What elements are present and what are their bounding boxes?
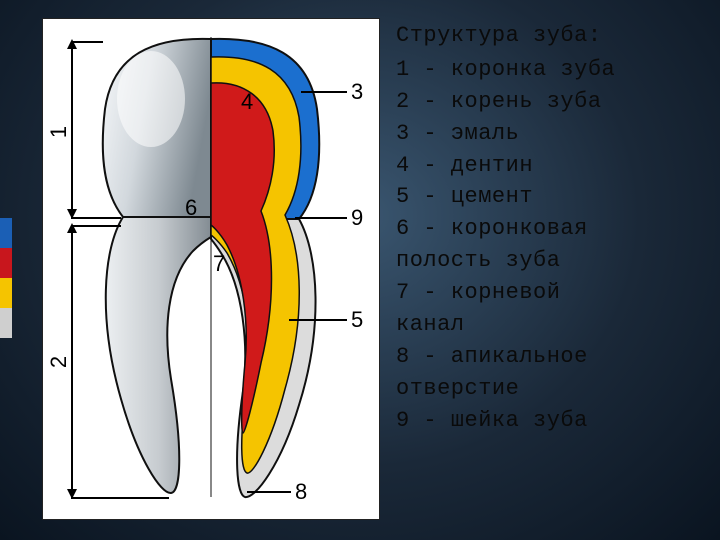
legend-item: 7 - корневой bbox=[396, 277, 706, 309]
leader-5 bbox=[289, 319, 347, 321]
legend-item: канал bbox=[396, 309, 706, 341]
label-2: 2 bbox=[46, 356, 72, 368]
leader-9 bbox=[295, 217, 347, 219]
legend: Структура зуба: 1 - коронка зуба 2 - кор… bbox=[396, 20, 706, 437]
label-9: 9 bbox=[351, 205, 363, 231]
legend-item: 3 - эмаль bbox=[396, 118, 706, 150]
leader-3 bbox=[301, 91, 347, 93]
label-8: 8 bbox=[295, 479, 307, 505]
label-3: 3 bbox=[351, 79, 363, 105]
tooth-svg bbox=[43, 19, 379, 519]
label-5: 5 bbox=[351, 307, 363, 333]
legend-title: Структура зуба: bbox=[396, 20, 706, 52]
chip-blue bbox=[0, 218, 12, 248]
legend-item: полость зуба bbox=[396, 245, 706, 277]
chip-grey bbox=[0, 308, 12, 338]
legend-item: 5 - цемент bbox=[396, 181, 706, 213]
label-7: 7 bbox=[213, 251, 225, 277]
chip-red bbox=[0, 248, 12, 278]
side-color-chips bbox=[0, 218, 12, 338]
legend-item: отверстие bbox=[396, 373, 706, 405]
legend-item: 2 - корень зуба bbox=[396, 86, 706, 118]
label-4: 4 bbox=[241, 89, 253, 115]
chip-yellow bbox=[0, 278, 12, 308]
legend-item: 9 - шейка зуба bbox=[396, 405, 706, 437]
legend-item: 8 - апикальное bbox=[396, 341, 706, 373]
leader-8 bbox=[247, 491, 291, 493]
legend-item: 4 - дентин bbox=[396, 150, 706, 182]
label-6: 6 bbox=[185, 195, 197, 221]
label-1: 1 bbox=[46, 126, 72, 138]
legend-item: 6 - коронковая bbox=[396, 213, 706, 245]
tooth-diagram-panel: 1 2 3 4 9 6 7 5 8 bbox=[42, 18, 380, 520]
legend-item: 1 - коронка зуба bbox=[396, 54, 706, 86]
